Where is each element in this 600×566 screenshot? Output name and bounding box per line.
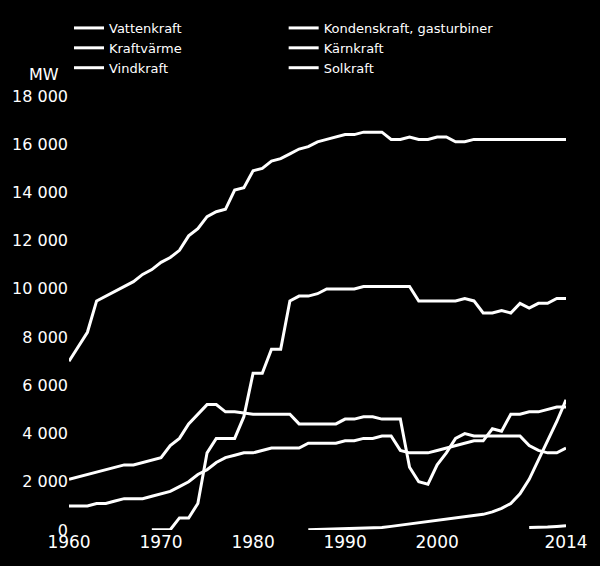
svg-text:4 000: 4 000 [22, 424, 68, 443]
svg-text:Kondenskraft, gasturbiner: Kondenskraft, gasturbiner [324, 21, 494, 36]
svg-text:MW: MW [29, 65, 59, 84]
svg-text:18 000: 18 000 [12, 87, 68, 106]
svg-text:14 000: 14 000 [12, 183, 68, 202]
svg-text:8 000: 8 000 [22, 328, 68, 347]
svg-text:0: 0 [58, 521, 68, 540]
svg-text:1960: 1960 [47, 532, 90, 552]
svg-text:12 000: 12 000 [12, 231, 68, 250]
svg-text:1990: 1990 [323, 532, 366, 552]
svg-text:2014: 2014 [544, 532, 587, 552]
svg-text:Vattenkraft: Vattenkraft [109, 21, 182, 36]
svg-text:16 000: 16 000 [12, 135, 68, 154]
svg-text:2000: 2000 [416, 532, 459, 552]
svg-text:Solkraft: Solkraft [324, 61, 374, 76]
svg-text:Kärnkraft: Kärnkraft [324, 41, 384, 56]
svg-text:6 000: 6 000 [22, 376, 68, 395]
svg-text:2 000: 2 000 [22, 472, 68, 491]
svg-text:1980: 1980 [231, 532, 274, 552]
svg-text:Vindkraft: Vindkraft [109, 61, 168, 76]
svg-text:1970: 1970 [139, 532, 182, 552]
svg-text:Kraftvärme: Kraftvärme [109, 41, 182, 56]
svg-text:10 000: 10 000 [12, 279, 68, 298]
